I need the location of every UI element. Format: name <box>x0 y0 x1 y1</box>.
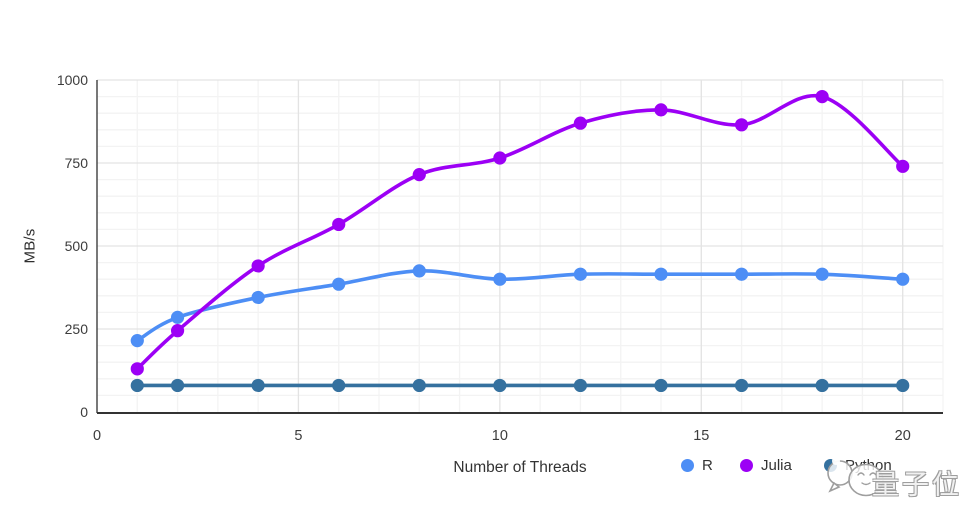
series-python <box>130 378 910 393</box>
data-point[interactable] <box>573 378 588 393</box>
data-point[interactable] <box>170 378 185 393</box>
data-point[interactable] <box>493 272 507 286</box>
data-point[interactable] <box>493 378 507 393</box>
data-point[interactable] <box>130 378 144 393</box>
data-point[interactable] <box>412 168 426 182</box>
y-tick-label: 500 <box>65 238 89 254</box>
data-point[interactable] <box>654 267 668 281</box>
data-point[interactable] <box>734 267 749 281</box>
x-tick-label: 15 <box>693 428 709 444</box>
x-axis-title: Number of Threads <box>453 459 587 476</box>
series-line <box>135 93 905 371</box>
data-point[interactable] <box>734 378 749 393</box>
data-point[interactable] <box>493 151 507 165</box>
data-point[interactable] <box>332 378 346 393</box>
data-point[interactable] <box>412 264 426 278</box>
series-r <box>130 264 910 348</box>
data-point[interactable] <box>734 118 749 132</box>
data-point[interactable] <box>896 378 910 393</box>
x-tick-label: 0 <box>93 428 101 444</box>
data-point[interactable] <box>130 362 144 376</box>
x-tick-label: 10 <box>492 428 508 444</box>
series-line <box>135 269 905 343</box>
x-tick-label: 20 <box>895 428 911 444</box>
tick-labels: 0 250 500 750 1000 0 5 10 15 20 <box>57 72 911 444</box>
data-point[interactable] <box>896 159 910 173</box>
grid-major <box>97 79 943 412</box>
data-point[interactable] <box>815 378 829 393</box>
data-point[interactable] <box>251 378 265 393</box>
y-tick-label: 1000 <box>57 72 88 88</box>
data-point[interactable] <box>251 259 265 273</box>
y-tick-label: 250 <box>65 321 89 337</box>
y-tick-label: 750 <box>65 155 89 171</box>
axes <box>96 80 943 414</box>
x-tick-label: 5 <box>294 428 302 444</box>
data-point[interactable] <box>251 290 265 305</box>
data-point[interactable] <box>412 378 426 393</box>
series-julia <box>130 90 910 376</box>
data-point[interactable] <box>332 277 346 291</box>
data-point[interactable] <box>170 310 185 324</box>
data-point[interactable] <box>573 267 588 281</box>
data-point[interactable] <box>332 217 346 232</box>
data-point[interactable] <box>815 267 829 281</box>
data-point[interactable] <box>130 334 144 348</box>
data-point[interactable] <box>654 378 668 393</box>
data-point[interactable] <box>573 116 588 130</box>
data-point[interactable] <box>815 90 829 104</box>
data-point[interactable] <box>896 272 910 286</box>
y-tick-label: 0 <box>80 404 88 420</box>
data-point[interactable] <box>170 324 185 338</box>
data-point[interactable] <box>654 103 668 117</box>
